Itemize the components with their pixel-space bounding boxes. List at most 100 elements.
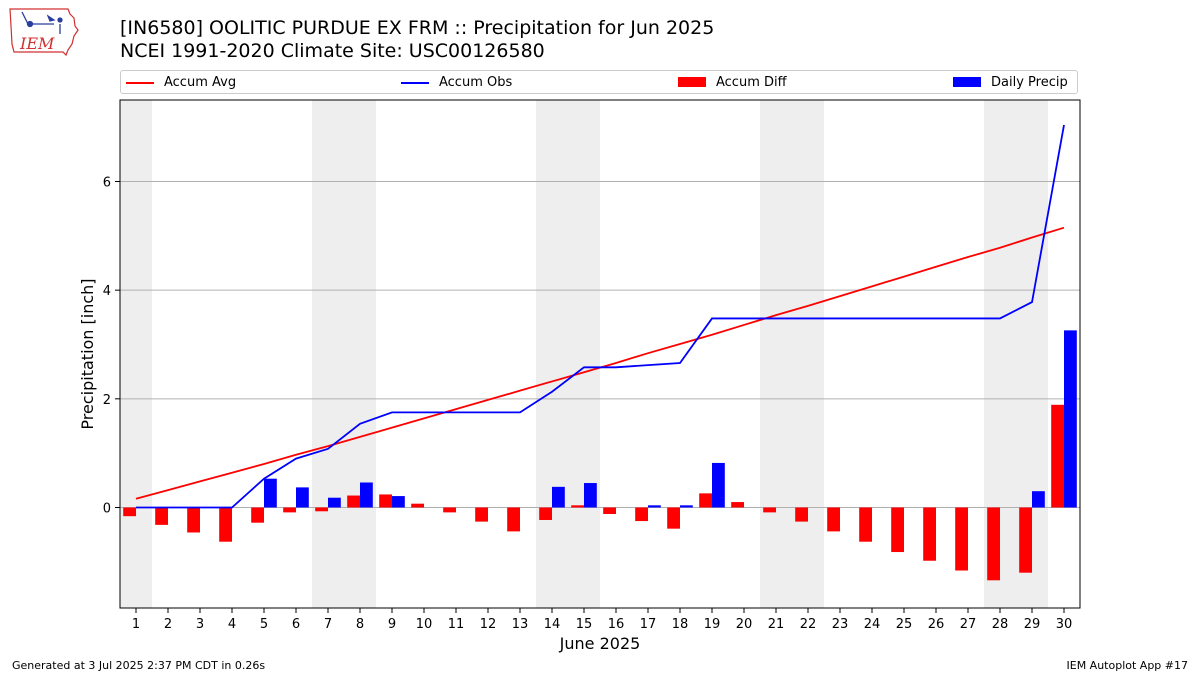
x-tick-label: 27 xyxy=(960,617,977,632)
x-tick-label: 25 xyxy=(896,617,913,632)
accum-diff-bar xyxy=(699,493,712,508)
accum-diff-bar xyxy=(731,502,744,508)
x-tick-label: 26 xyxy=(928,617,945,632)
accum-diff-bar xyxy=(283,507,296,513)
x-tick-label: 28 xyxy=(992,617,1009,632)
y-tick-label: 6 xyxy=(103,175,111,190)
y-axis-label: Precipitation [inch] xyxy=(78,278,97,429)
daily-precip-bar xyxy=(296,487,309,508)
x-tick-label: 6 xyxy=(292,617,300,632)
x-tick-label: 23 xyxy=(832,617,849,632)
accum-diff-bar xyxy=(955,507,968,571)
accum-diff-bar xyxy=(155,507,168,525)
daily-precip-bar xyxy=(360,482,373,508)
legend-swatch-daily-precip xyxy=(953,77,981,87)
accum-diff-bar xyxy=(891,507,904,553)
daily-precip-bar xyxy=(712,462,725,508)
weekend-shade xyxy=(792,100,824,608)
accum-diff-bar xyxy=(347,495,360,508)
x-tick-label: 15 xyxy=(576,617,593,632)
daily-precip-bar xyxy=(648,505,661,508)
legend-label-accum-diff: Accum Diff xyxy=(716,75,787,90)
accum-diff-bar xyxy=(123,507,136,517)
daily-precip-bar xyxy=(264,478,277,508)
x-tick-label: 9 xyxy=(388,617,396,632)
daily-precip-bar xyxy=(680,505,693,508)
accum-diff-bar xyxy=(571,505,584,508)
x-tick-label: 29 xyxy=(1024,617,1041,632)
x-tick-label: 1 xyxy=(132,617,140,632)
x-tick-label: 5 xyxy=(260,617,268,632)
x-tick-label: 16 xyxy=(608,617,625,632)
x-tick-label: 2 xyxy=(164,617,172,632)
accum-diff-bar xyxy=(315,507,328,512)
weekend-shade xyxy=(312,100,344,608)
chart-subtitle: NCEI 1991-2020 Climate Site: USC00126580 xyxy=(120,40,545,62)
accum-diff-bar xyxy=(443,507,456,513)
x-tick-label: 7 xyxy=(324,617,332,632)
legend-swatch-accum-diff xyxy=(678,77,706,87)
y-tick-label: 0 xyxy=(103,501,111,516)
accum-diff-bar xyxy=(859,507,872,542)
legend-swatch-accum-obs xyxy=(401,82,429,84)
weekend-shade xyxy=(536,100,568,608)
footer-app: IEM Autoplot App #17 xyxy=(1066,659,1189,672)
weekend-shade xyxy=(120,100,152,608)
accum-diff-bar xyxy=(187,507,200,533)
accum-diff-bar xyxy=(923,507,936,561)
chart-title: [IN6580] OOLITIC PURDUE EX FRM :: Precip… xyxy=(120,17,715,39)
x-axis-label: June 2025 xyxy=(559,634,641,653)
y-tick-label: 4 xyxy=(103,284,111,299)
x-tick-label: 14 xyxy=(544,617,561,632)
accum-diff-bar xyxy=(507,507,520,532)
weekend-shade xyxy=(344,100,376,608)
x-tick-label: 3 xyxy=(196,617,204,632)
accum-diff-bar xyxy=(219,507,232,542)
accum-obs-line xyxy=(136,124,1065,509)
weather-station-icon xyxy=(21,11,63,34)
chart-legend: Accum Avg Accum Obs Accum Diff Daily Pre… xyxy=(120,70,1078,94)
x-tick-label: 24 xyxy=(864,617,881,632)
x-tick-label: 4 xyxy=(228,617,236,632)
x-tick-label: 30 xyxy=(1056,617,1073,632)
accum-diff-bar xyxy=(411,503,424,508)
accum-diff-bar xyxy=(827,507,840,532)
accum-diff-bar xyxy=(635,507,648,522)
accum-diff-bar xyxy=(1051,404,1064,508)
x-tick-label: 17 xyxy=(640,617,657,632)
iem-logo: IEM xyxy=(9,8,79,57)
x-tick-label: 8 xyxy=(356,617,364,632)
x-tick-label: 18 xyxy=(672,617,689,632)
legend-label-accum-avg: Accum Avg xyxy=(164,75,237,90)
accum-diff-bar xyxy=(795,507,808,522)
y-tick-label: 2 xyxy=(103,393,111,408)
weekend-shade xyxy=(568,100,600,608)
weekend-shade xyxy=(760,100,792,608)
accum-diff-bar xyxy=(603,507,616,515)
footer-generated: Generated at 3 Jul 2025 2:37 PM CDT in 0… xyxy=(12,659,266,672)
accum-diff-bar xyxy=(379,494,392,508)
plot-frame xyxy=(119,99,1081,609)
legend-label-accum-obs: Accum Obs xyxy=(439,75,513,90)
daily-precip-bar xyxy=(552,486,565,508)
accum-diff-bar xyxy=(763,507,776,513)
x-tick-label: 10 xyxy=(416,617,433,632)
x-tick-label: 21 xyxy=(768,617,785,632)
iowa-outline-icon xyxy=(9,8,79,57)
legend-swatch-accum-avg xyxy=(126,82,154,84)
x-tick-label: 13 xyxy=(512,617,529,632)
accum-diff-bar xyxy=(539,507,552,520)
accum-diff-bar xyxy=(475,507,488,522)
daily-precip-bar xyxy=(584,483,597,508)
x-tick-label: 20 xyxy=(736,617,753,632)
legend-label-daily-precip: Daily Precip xyxy=(991,75,1068,90)
x-tick-label: 12 xyxy=(480,617,497,632)
accum-diff-bar xyxy=(251,507,264,523)
accum-diff-bar xyxy=(987,507,1000,581)
daily-precip-bar xyxy=(328,497,341,508)
daily-precip-bar xyxy=(1032,491,1045,508)
accum-diff-bar xyxy=(1019,507,1032,573)
logo-text: IEM xyxy=(19,34,55,53)
daily-precip-bar xyxy=(392,496,405,508)
